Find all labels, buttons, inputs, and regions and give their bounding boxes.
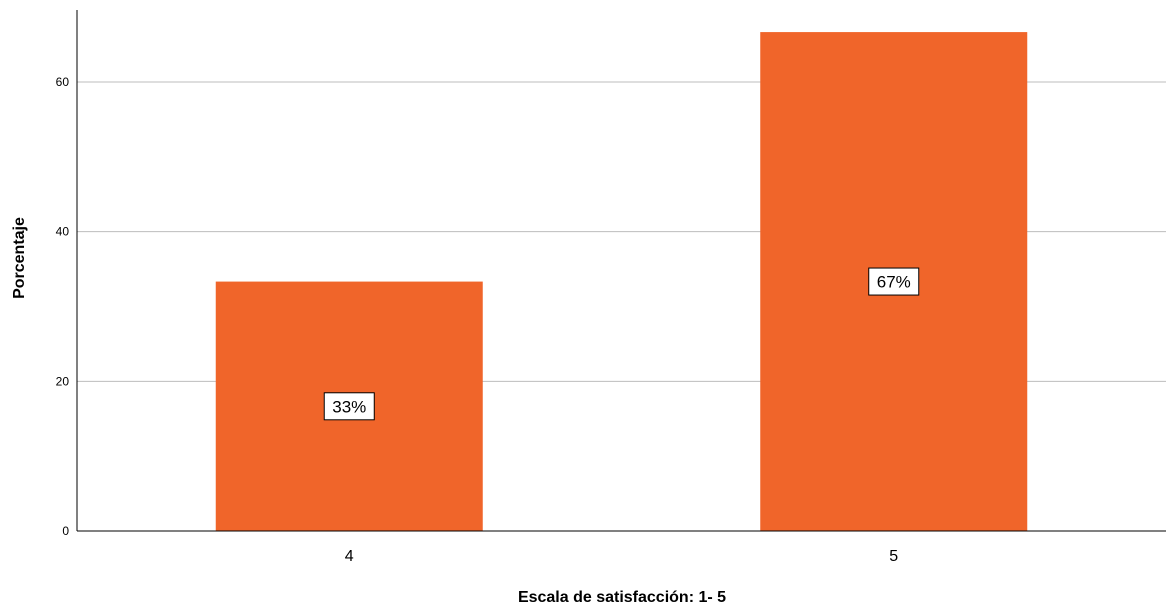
y-tick-label: 20	[56, 374, 70, 388]
data-label-box	[323, 392, 375, 421]
axes	[76, 10, 1166, 532]
y-tick-label: 60	[56, 75, 70, 89]
data-label-box	[868, 267, 920, 296]
x-tick-label: 5	[889, 548, 898, 565]
data-label-text: 67%	[877, 273, 911, 292]
data-labels: 33% 67%	[323, 267, 920, 421]
y-tick-label: 40	[56, 225, 70, 239]
y-tick-label: 0	[62, 524, 69, 538]
data-label: 33%	[323, 392, 375, 421]
data-label: 67%	[868, 267, 920, 296]
x-axis-title: Escala de satisfacción: 1- 5	[518, 589, 726, 606]
x-tick-label: 4	[345, 548, 354, 565]
y-tick-labels: 0 20 40 60	[56, 75, 70, 538]
data-label-text: 33%	[332, 397, 366, 416]
y-axis-title: Porcentaje	[11, 217, 28, 299]
